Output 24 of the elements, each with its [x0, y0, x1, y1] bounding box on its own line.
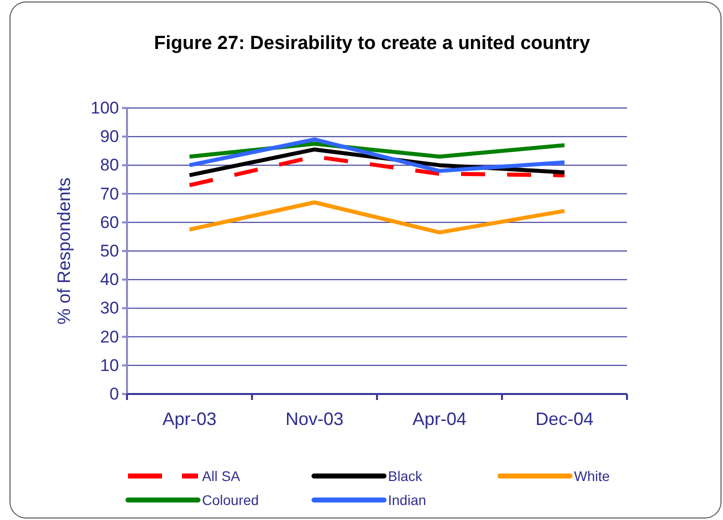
- legend-label: Coloured: [202, 492, 259, 508]
- line-series: [188, 137, 566, 173]
- y-tick-label: 60: [100, 212, 119, 232]
- y-tick-label: 100: [90, 98, 119, 118]
- y-tick-label: 70: [100, 184, 119, 204]
- legend-label: White: [574, 468, 610, 484]
- x-tick-label: Apr-03: [162, 408, 217, 429]
- x-tick-label: Nov-03: [285, 408, 344, 429]
- x-tick-label: Apr-04: [412, 408, 467, 429]
- x-tick-label: Dec-04: [535, 408, 594, 429]
- y-tick-label: 30: [100, 298, 119, 318]
- y-tick-label: 90: [100, 127, 119, 146]
- chart-title: Figure 27: Desirability to create a united country: [154, 33, 590, 54]
- legend-label: All SA: [202, 468, 241, 484]
- legend-label: Black: [388, 468, 424, 484]
- line-series: [188, 200, 566, 234]
- y-tick-label: 50: [100, 241, 119, 260]
- legend-label: Indian: [388, 492, 426, 508]
- y-tick-label: 80: [100, 156, 119, 175]
- y-tick-label: 40: [100, 270, 119, 290]
- y-axis-title: % of Respondents: [54, 177, 74, 325]
- y-tick-label: 20: [100, 327, 119, 346]
- y-tick-label: 10: [100, 356, 119, 375]
- y-tick-label: 0: [110, 384, 119, 404]
